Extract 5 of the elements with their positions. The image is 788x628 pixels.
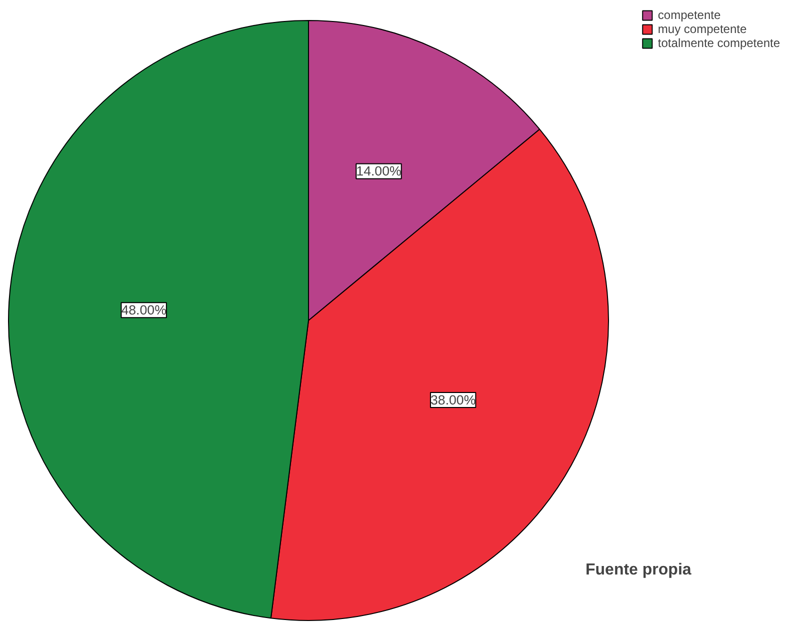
source-note: Fuente propia (586, 562, 692, 578)
data-label: 14.00% (356, 164, 402, 179)
legend-label: muy competente (658, 22, 747, 36)
legend-label: competente (658, 8, 721, 22)
legend-label: totalmente competente (658, 36, 780, 50)
